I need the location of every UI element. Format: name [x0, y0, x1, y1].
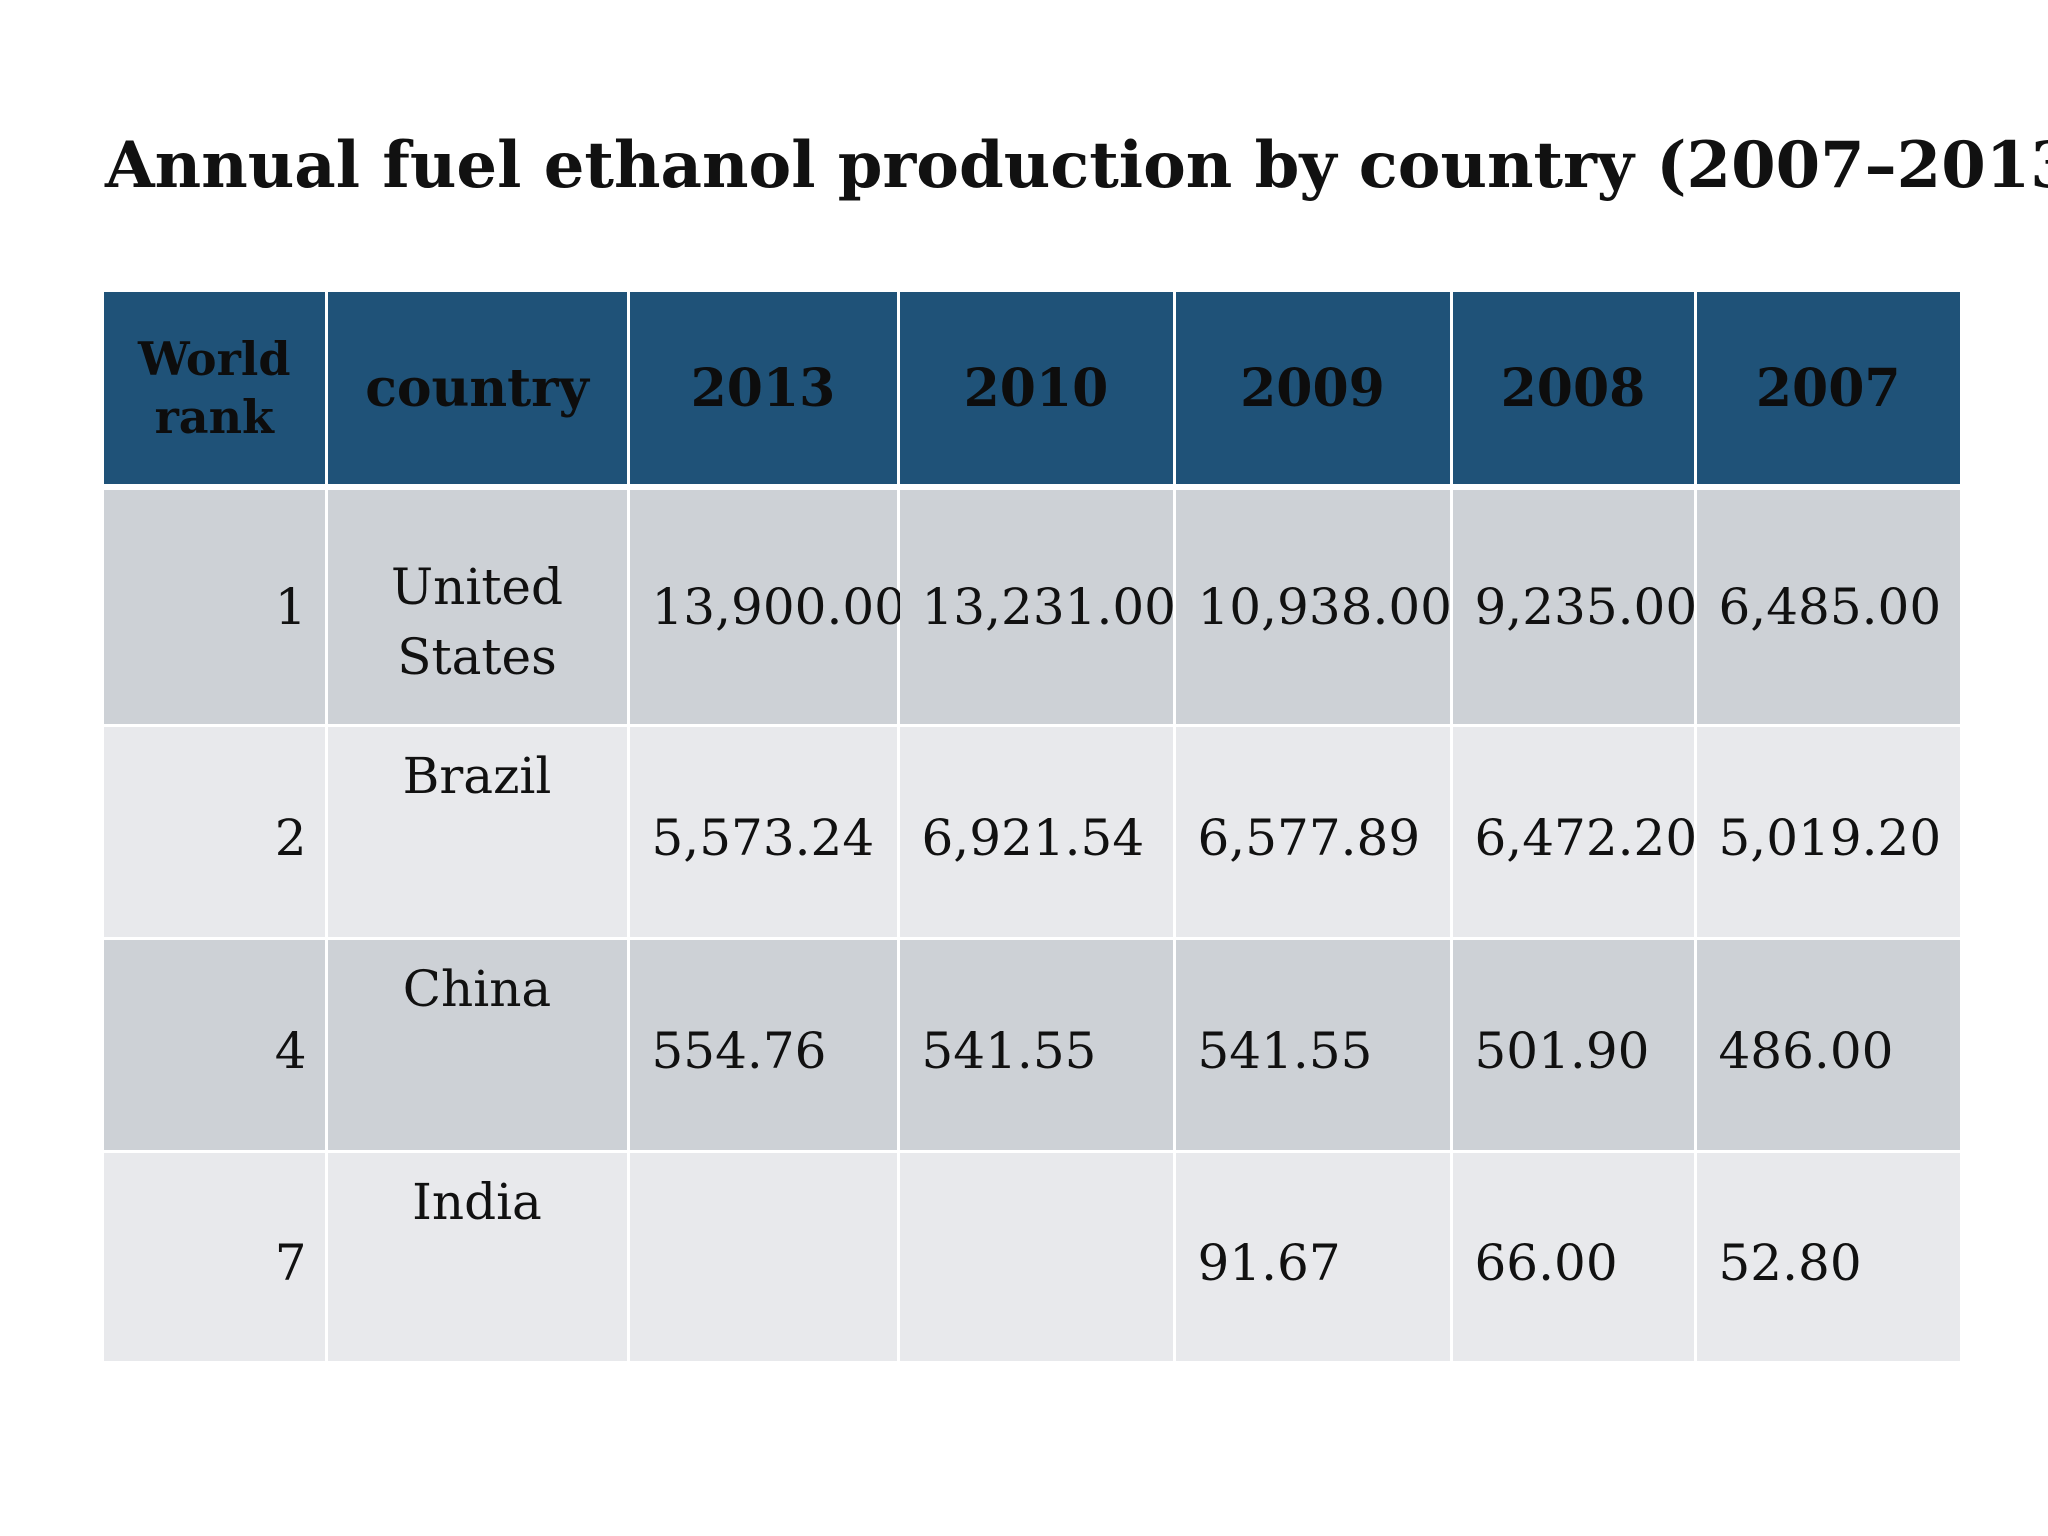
- value-2007-cell: 52.80: [1695, 1151, 1960, 1364]
- country-cell: Brazil: [326, 725, 630, 940]
- table-header-row: World rank country 2013 2010 2009 2008 2…: [104, 292, 1960, 490]
- header-2008: 2008: [1451, 292, 1697, 490]
- value-2010-cell: [898, 1151, 1176, 1364]
- value-2013-cell: 5,573.24: [628, 725, 900, 940]
- header-2009: 2009: [1174, 292, 1453, 490]
- value-2007-cell: 6,485.00: [1695, 487, 1960, 727]
- table-row: 2 Brazil 5,573.24 6,921.54 6,577.89 6,47…: [104, 725, 1960, 940]
- value-2010-cell: 541.55: [898, 938, 1176, 1153]
- slide-title: Annual fuel ethanol production by countr…: [105, 128, 2048, 203]
- header-country: country: [326, 292, 630, 490]
- rank-cell: 7: [104, 1151, 328, 1364]
- header-2007: 2007: [1695, 292, 1960, 490]
- header-2010: 2010: [898, 292, 1176, 490]
- value-2008-cell: 9,235.00: [1451, 487, 1697, 727]
- value-2008-cell: 6,472.20: [1451, 725, 1697, 940]
- country-cell: India: [326, 1151, 630, 1364]
- header-2013: 2013: [628, 292, 900, 490]
- table-row: 1 United States 13,900.00 13,231.00 10,9…: [104, 487, 1960, 727]
- value-2009-cell: 541.55: [1174, 938, 1453, 1153]
- ethanol-production-table: World rank country 2013 2010 2009 2008 2…: [104, 292, 1960, 1364]
- value-2010-cell: 6,921.54: [898, 725, 1176, 940]
- rank-cell: 1: [104, 487, 328, 727]
- value-2009-cell: 6,577.89: [1174, 725, 1453, 940]
- value-2008-cell: 66.00: [1451, 1151, 1697, 1364]
- value-2009-cell: 91.67: [1174, 1151, 1453, 1364]
- value-2007-cell: 486.00: [1695, 938, 1960, 1153]
- rank-cell: 2: [104, 725, 328, 940]
- country-cell: China: [326, 938, 630, 1153]
- rank-cell: 4: [104, 938, 328, 1153]
- value-2010-cell: 13,231.00: [898, 487, 1176, 727]
- value-2008-cell: 501.90: [1451, 938, 1697, 1153]
- country-cell: United States: [326, 487, 630, 727]
- value-2007-cell: 5,019.20: [1695, 725, 1960, 940]
- value-2013-cell: [628, 1151, 900, 1364]
- value-2013-cell: 554.76: [628, 938, 900, 1153]
- value-2013-cell: 13,900.00: [628, 487, 906, 727]
- table-row: 7 India 91.67 66.00 52.80: [104, 1151, 1960, 1364]
- table-row: 4 China 554.76 541.55 541.55 501.90 486.…: [104, 938, 1960, 1153]
- header-world-rank: World rank: [104, 292, 328, 490]
- value-2009-cell: 10,938.00: [1174, 487, 1453, 727]
